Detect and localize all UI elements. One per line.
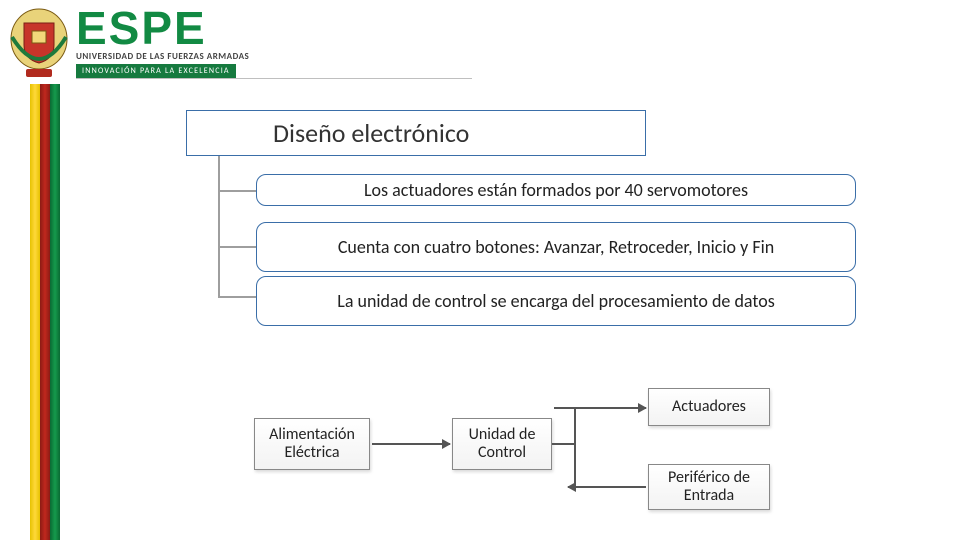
flow-arrow	[372, 443, 450, 445]
flow-node-actuadores: Actuadores	[648, 388, 770, 426]
outline-title: Diseño electrónico	[186, 110, 646, 156]
slide-stage: Diseño electrónico Los actuadores están …	[0, 0, 960, 540]
tree-connector	[218, 246, 256, 248]
flow-arrow	[568, 486, 646, 488]
tree-connector	[218, 296, 256, 298]
outline-item: La unidad de control se encarga del proc…	[256, 276, 856, 326]
flow-arrow	[574, 407, 576, 488]
outline-item: Cuenta con cuatro botones: Avanzar, Retr…	[256, 222, 856, 272]
flow-node-control: Unidad de Control	[452, 418, 552, 470]
flow-node-alimentacion: Alimentación Eléctrica	[254, 418, 370, 470]
outline-item: Los actuadores están formados por 40 ser…	[256, 174, 856, 206]
tree-connector	[218, 156, 220, 296]
flow-arrow	[554, 407, 646, 409]
flow-node-periferico: Periférico de Entrada	[648, 464, 770, 510]
flow-arrow	[552, 443, 576, 445]
tree-connector	[218, 190, 256, 192]
